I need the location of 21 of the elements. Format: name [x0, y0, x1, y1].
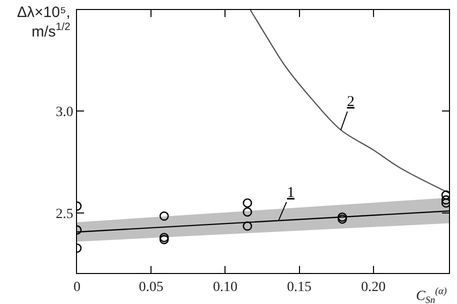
point: [242, 207, 252, 217]
point: [338, 212, 347, 222]
x-tick-label: 0.10: [212, 280, 238, 295]
x-tick-label: 0.05: [138, 280, 164, 295]
point: [160, 234, 169, 244]
point: [242, 198, 252, 208]
x-tick-label: 0.20: [361, 280, 386, 295]
point: [441, 190, 449, 200]
x-tick-label: 0.15: [287, 280, 312, 295]
y-axis-title: Δλ×10⁵, m/s$^{1/2}$: [17, 4, 71, 40]
annotation: 2: [347, 94, 354, 110]
y-tick-label: 2.5: [56, 206, 74, 222]
point: [160, 211, 169, 221]
point: [160, 232, 169, 242]
x-tick-label: 0: [74, 280, 80, 295]
y-tick-label: 3.0: [56, 104, 74, 120]
point: [338, 214, 347, 224]
point: [242, 221, 252, 231]
point: [441, 195, 449, 205]
point: [441, 198, 449, 208]
annotation: 1: [287, 185, 294, 201]
